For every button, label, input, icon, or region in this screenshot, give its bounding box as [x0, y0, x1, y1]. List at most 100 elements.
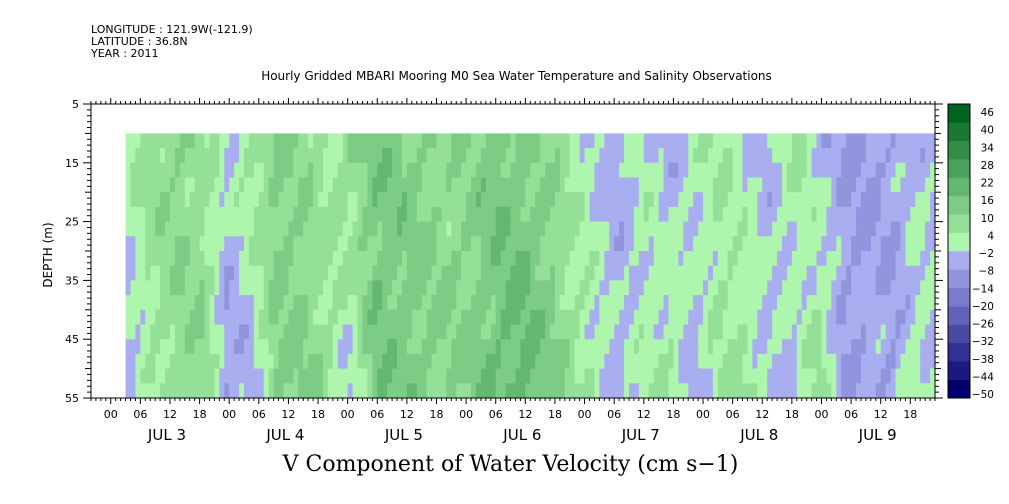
heatmap-cell	[722, 309, 729, 326]
heatmap-cell	[856, 177, 862, 193]
heatmap-cell	[604, 309, 610, 326]
heatmap-cell	[535, 383, 541, 398]
heatmap-cell	[258, 295, 265, 311]
heatmap-cell	[811, 206, 818, 223]
heatmap-cell	[263, 236, 270, 252]
heatmap-cell	[347, 368, 354, 384]
heatmap-cell	[461, 162, 467, 179]
heatmap-cell	[362, 383, 368, 398]
heatmap-cell	[574, 133, 581, 149]
heatmap-cell	[347, 280, 354, 296]
heatmap-cell	[900, 368, 906, 384]
heatmap-cell	[885, 339, 892, 355]
heatmap-cell	[456, 236, 462, 252]
heatmap-cell	[500, 368, 507, 384]
heatmap-cell	[397, 148, 403, 164]
heatmap-cell	[480, 383, 487, 398]
heatmap-cell	[633, 368, 640, 384]
heatmap-cell	[288, 309, 294, 326]
heatmap-cell	[786, 133, 793, 149]
heatmap-cell	[140, 295, 146, 311]
heatmap-cell	[199, 353, 206, 370]
heatmap-cell	[446, 251, 452, 267]
heatmap-cell	[322, 368, 329, 384]
heatmap-cell	[841, 162, 847, 179]
heatmap-cell	[816, 324, 823, 340]
heatmap-cell	[673, 162, 679, 179]
heatmap-cell	[589, 309, 596, 326]
heatmap-cell	[624, 133, 630, 149]
heatmap-cell	[278, 221, 285, 237]
heatmap-cell	[619, 309, 625, 326]
heatmap-cell	[485, 339, 492, 355]
heatmap-cell	[145, 339, 151, 355]
heatmap-cell	[678, 280, 684, 296]
heatmap-cell	[870, 324, 877, 340]
x-axis-label: V Component of Water Velocity (cm s−1)	[282, 452, 739, 477]
heatmap-cell	[604, 353, 610, 370]
heatmap-cell	[673, 295, 679, 311]
heatmap-cell	[520, 192, 526, 208]
heatmap-cell	[890, 221, 897, 237]
heatmap-cell	[742, 280, 749, 296]
heatmap-cell	[495, 265, 502, 281]
heatmap-cell	[263, 177, 270, 193]
heatmap-cell	[125, 324, 132, 340]
heatmap-cell	[169, 265, 176, 281]
heatmap-cell	[752, 339, 758, 355]
heatmap-cell	[599, 368, 605, 384]
x-day-label: JUL 3	[147, 426, 186, 444]
heatmap-cell	[352, 133, 359, 149]
heatmap-cell	[545, 265, 551, 281]
heatmap-cell	[426, 368, 433, 384]
heatmap-cell	[890, 236, 897, 252]
heatmap-cell	[362, 309, 368, 326]
heatmap-cell	[446, 324, 452, 340]
heatmap-cell	[865, 324, 872, 340]
heatmap-cell	[791, 177, 798, 193]
heatmap-cell	[781, 192, 788, 208]
heatmap-cell	[762, 148, 768, 164]
heatmap-cell	[431, 251, 438, 267]
heatmap-cell	[382, 324, 388, 340]
colorbar-swatch	[948, 122, 970, 142]
heatmap-cell	[258, 162, 265, 179]
heatmap-cell	[327, 280, 334, 296]
heatmap-cell	[278, 148, 285, 164]
heatmap-cell	[860, 162, 867, 179]
heatmap-cell	[258, 353, 265, 370]
heatmap-cell	[530, 148, 536, 164]
heatmap-cell	[910, 162, 916, 179]
heatmap-cell	[194, 324, 201, 340]
heatmap-cell	[135, 280, 141, 296]
heatmap-cell	[811, 251, 818, 267]
heatmap-cell	[189, 280, 196, 296]
heatmap-cell	[174, 162, 181, 179]
heatmap-cell	[184, 133, 191, 149]
heatmap-cell	[209, 251, 215, 267]
heatmap-cell	[283, 353, 290, 370]
heatmap-cell	[480, 280, 487, 296]
heatmap-cell	[816, 148, 823, 164]
heatmap-cell	[599, 280, 605, 296]
heatmap-cell	[737, 148, 744, 164]
heatmap-cell	[851, 324, 857, 340]
heatmap-cell	[431, 192, 438, 208]
heatmap-cell	[836, 251, 842, 267]
heatmap-cell	[609, 309, 615, 326]
heatmap-cell	[525, 383, 531, 398]
heatmap-cell	[174, 309, 181, 326]
heatmap-cell	[564, 295, 571, 311]
colorbar-label: 40	[981, 125, 994, 137]
heatmap-cell	[322, 265, 329, 281]
heatmap-cell	[836, 192, 842, 208]
heatmap-cell	[796, 206, 803, 223]
heatmap-cell	[362, 221, 368, 237]
heatmap-cell	[392, 309, 398, 326]
heatmap-cell	[239, 206, 245, 223]
heatmap-cell	[397, 251, 403, 267]
heatmap-cell	[777, 368, 783, 384]
heatmap-cell	[678, 368, 684, 384]
heatmap-cell	[930, 221, 935, 237]
